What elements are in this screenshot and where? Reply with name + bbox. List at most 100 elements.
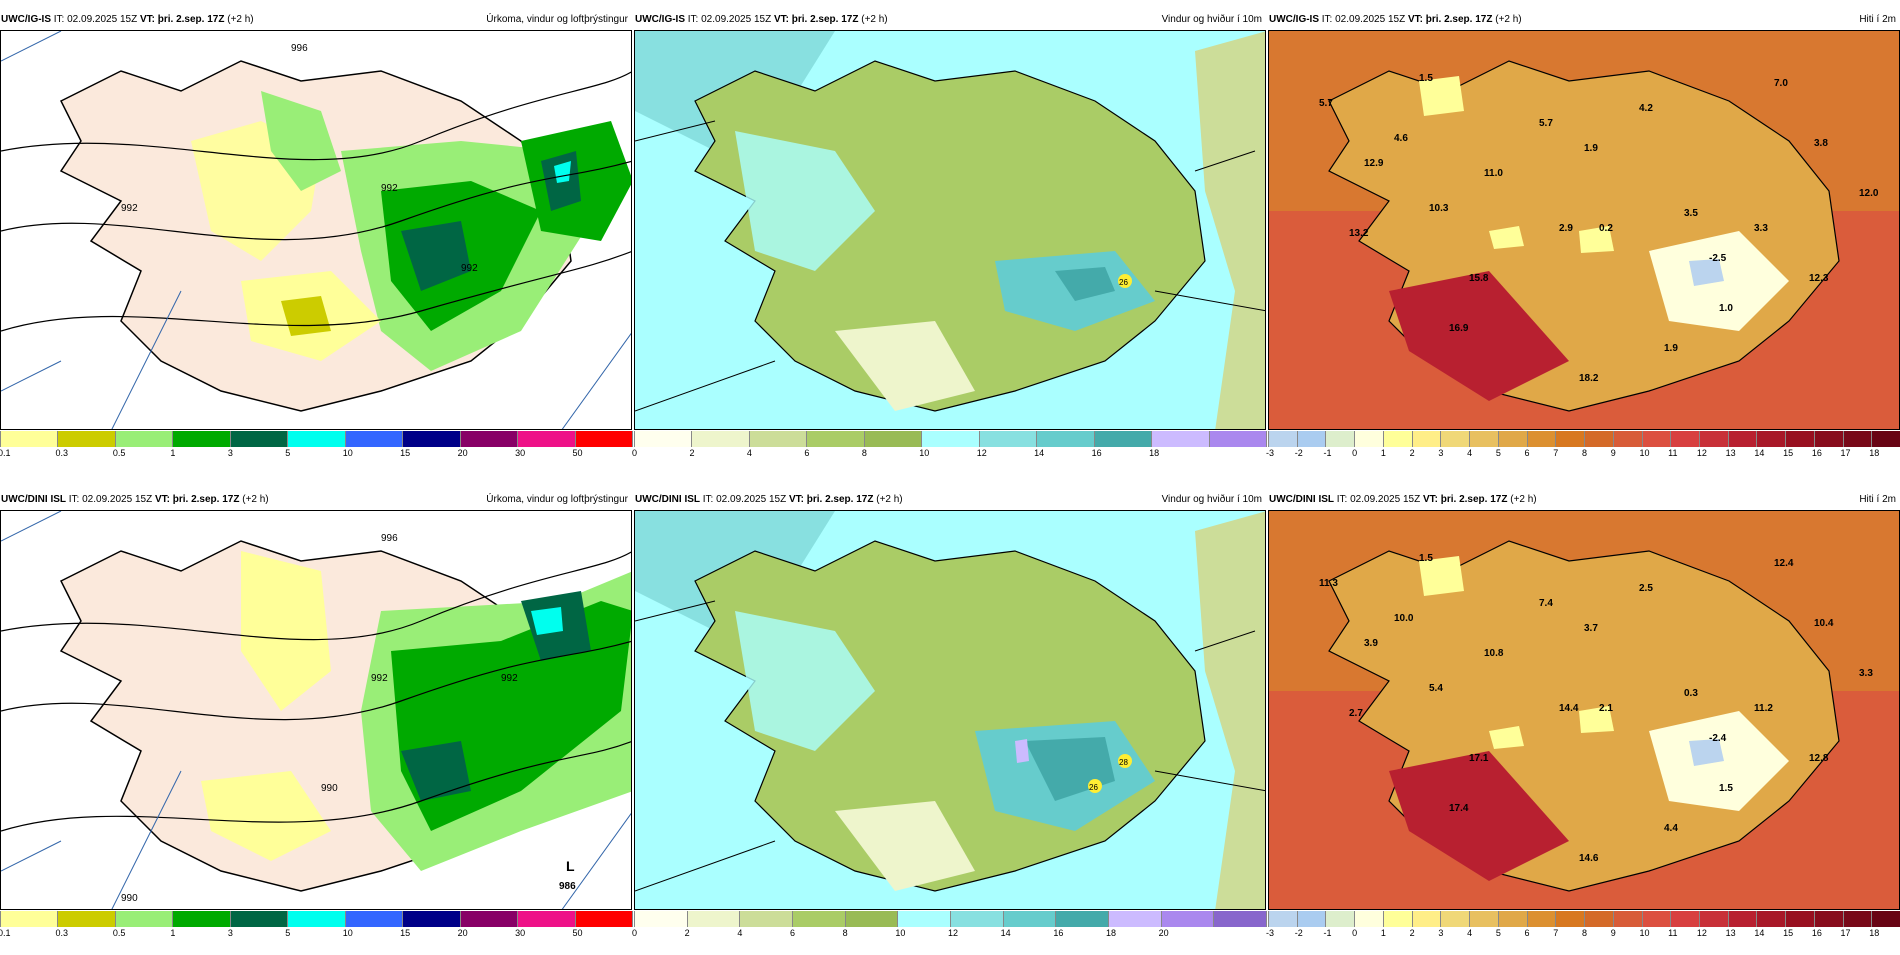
colorbar-segment bbox=[1814, 431, 1844, 447]
colorbar-tick-label: 18 bbox=[1106, 928, 1117, 938]
panel-header: UWC/DINI ISL IT: 02.09.2025 15Z VT: þri.… bbox=[1268, 490, 1900, 510]
temperature-value: 17.4 bbox=[1449, 803, 1469, 814]
wind-map[interactable]: 26 bbox=[634, 30, 1266, 430]
gust-marker bbox=[1118, 754, 1132, 768]
temperature-value: 12.9 bbox=[1364, 158, 1384, 169]
temperature-value: 3.3 bbox=[1859, 668, 1873, 679]
low-label: L bbox=[566, 858, 575, 874]
vt-value: þri. 2.sep. 17Z bbox=[157, 14, 225, 25]
it-value: 02.09.2025 15Z bbox=[1335, 14, 1406, 25]
gust-value: 28 bbox=[1119, 758, 1128, 767]
colorbar-tick-label: 2 bbox=[1409, 928, 1415, 938]
colorbar-segment bbox=[1152, 431, 1210, 447]
colorbar-tick-label: 4 bbox=[1467, 928, 1473, 938]
colorbar-segment bbox=[1037, 431, 1095, 447]
colorbar-tick-label: 0.5 bbox=[112, 448, 126, 458]
colorbar-tick-label: 30 bbox=[515, 928, 526, 938]
colorbar-tick-label: 9 bbox=[1610, 928, 1616, 938]
temp-colorbar-ticks: -3 -2 -1 0 1 2 3 4 5 6 7 8 9 10 11 12 13 14 15 16 17 18 bbox=[1266, 928, 1900, 942]
colorbar-segment bbox=[1355, 431, 1384, 447]
precip-map[interactable]: 996 992 992 990 990 L 986 bbox=[0, 510, 632, 910]
colorbar-segment bbox=[1585, 911, 1614, 927]
colorbar-segment bbox=[1843, 911, 1873, 927]
temp-colorbar bbox=[1268, 431, 1900, 447]
colorbar-tick-label: 5 bbox=[285, 928, 291, 938]
temperature-value: 11.3 bbox=[1319, 578, 1338, 589]
temperature-value: 10.0 bbox=[1394, 613, 1414, 624]
colorbar-segment bbox=[1613, 431, 1643, 447]
precip-colorbar-ticks: 0.1 0.3 0.5 1 3 5 10 15 20 30 50 bbox=[0, 928, 632, 942]
colorbar-tick-label: 15 bbox=[1783, 928, 1794, 938]
colorbar-tick-label: 15 bbox=[400, 928, 411, 938]
colorbar-tick-label: 16 bbox=[1053, 928, 1064, 938]
colorbar-segment bbox=[692, 431, 750, 447]
colorbar-tick-label: 10 bbox=[1639, 928, 1650, 938]
pressure-label: 992 bbox=[121, 203, 138, 214]
temperature-value: 4.6 bbox=[1394, 133, 1408, 144]
vt-label: VT: bbox=[139, 14, 155, 25]
colorbar-segment bbox=[1556, 431, 1586, 447]
vt-label: VT: bbox=[788, 494, 804, 505]
model-name: UWC/IG-IS bbox=[1, 14, 51, 25]
colorbar-segment bbox=[1470, 911, 1499, 927]
temp-map[interactable]: 1.5 5.7 4.6 12.9 11.0 5.7 4.2 7.0 1.9 3.8 10.3 13.2… bbox=[1268, 30, 1900, 430]
wind-map[interactable]: 28 26 bbox=[634, 510, 1266, 910]
colorbar-segment bbox=[460, 911, 519, 927]
model-name: UWC/DINI ISL bbox=[635, 494, 700, 505]
colorbar-segment bbox=[1094, 431, 1153, 447]
lead-time: (+2 h) bbox=[1495, 14, 1522, 25]
colorbar-segment bbox=[518, 911, 576, 927]
colorbar-tick-label: 13 bbox=[1725, 448, 1736, 458]
it-label: IT: bbox=[687, 14, 699, 25]
colorbar-tick-label: 6 bbox=[790, 928, 796, 938]
colorbar-tick-label: 10 bbox=[895, 928, 906, 938]
colorbar-tick-label: 1 bbox=[1380, 928, 1386, 938]
panel-title: Úrkoma, vindur og loftþrýstingur bbox=[486, 14, 628, 25]
colorbar-segment bbox=[1814, 911, 1844, 927]
it-label: IT: bbox=[53, 14, 65, 25]
temperature-value: 1.9 bbox=[1584, 143, 1598, 154]
colorbar-tick-label: 12 bbox=[1696, 928, 1707, 938]
colorbar-segment bbox=[1872, 911, 1900, 927]
temperature-value: 14.6 bbox=[1579, 853, 1599, 864]
colorbar-tick-label: 0 bbox=[1352, 928, 1358, 938]
colorbar-segment bbox=[1355, 911, 1384, 927]
colorbar-tick-label: 3 bbox=[227, 928, 233, 938]
temperature-value: 1.9 bbox=[1664, 343, 1678, 354]
colorbar-tick-label: -3 bbox=[1266, 928, 1275, 938]
it-value: 02.09.2025 15Z bbox=[716, 494, 787, 505]
colorbar-segment bbox=[403, 431, 461, 447]
colorbar-tick-label: 14 bbox=[1000, 928, 1011, 938]
colorbar-tick-label: 10 bbox=[342, 448, 353, 458]
colorbar-segment bbox=[922, 431, 980, 447]
colorbar-segment bbox=[635, 431, 693, 447]
colorbar-segment bbox=[845, 911, 899, 927]
colorbar-tick-label: 2 bbox=[684, 928, 690, 938]
temperature-value: 1.5 bbox=[1419, 553, 1433, 564]
lead-time: (+2 h) bbox=[876, 494, 903, 505]
colorbar-tick-label: 12 bbox=[948, 928, 959, 938]
colorbar-segment bbox=[1470, 431, 1499, 447]
row1-temp-panel: UWC/IG-IS IT: 02.09.2025 15Z VT: þri. 2.… bbox=[1266, 10, 1900, 475]
pressure-label: 990 bbox=[321, 783, 338, 794]
colorbar-segment bbox=[460, 431, 519, 447]
temperature-value: 10.3 bbox=[1429, 203, 1449, 214]
colorbar-tick-label: 5 bbox=[1495, 928, 1501, 938]
colorbar-segment bbox=[345, 431, 404, 447]
temperature-value: 11.0 bbox=[1484, 168, 1503, 179]
colorbar-tick-label: 10 bbox=[919, 448, 930, 458]
colorbar-tick-label: 13 bbox=[1725, 928, 1736, 938]
precip-map[interactable]: 992 992 992 996 bbox=[0, 30, 632, 430]
colorbar-segment bbox=[173, 911, 231, 927]
pressure-label: 992 bbox=[381, 183, 398, 194]
temp-map[interactable]: 1.5 11.3 10.0 3.9 10.8 7.4 2.5 12.4 3.7 10.4 5.4 2.… bbox=[1268, 510, 1900, 910]
colorbar-segment bbox=[1585, 431, 1614, 447]
colorbar-tick-label: 5 bbox=[1495, 448, 1501, 458]
panel-header: UWC/IG-IS IT: 02.09.2025 15Z VT: þri. 2.… bbox=[1268, 10, 1900, 30]
temperature-value: 5.7 bbox=[1319, 98, 1333, 109]
temperature-value: 5.7 bbox=[1539, 118, 1553, 129]
temperature-value: 7.4 bbox=[1539, 598, 1553, 609]
colorbar-tick-label: 20 bbox=[457, 448, 468, 458]
colorbar-tick-label: 50 bbox=[572, 928, 583, 938]
colorbar-segment bbox=[1269, 911, 1298, 927]
